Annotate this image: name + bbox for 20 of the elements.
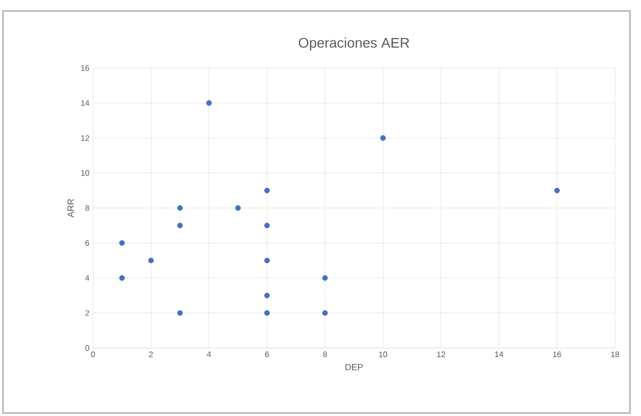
point xyxy=(264,188,270,194)
point xyxy=(554,188,560,194)
point xyxy=(119,275,125,281)
point xyxy=(264,222,270,228)
point xyxy=(264,310,270,316)
point xyxy=(177,310,183,316)
point xyxy=(119,240,125,246)
chart-title: Operaciones AER xyxy=(298,37,410,50)
point xyxy=(177,205,183,211)
x-axis-title: DEP xyxy=(346,364,363,370)
point xyxy=(380,135,386,141)
point xyxy=(322,275,328,281)
point xyxy=(206,100,212,106)
point xyxy=(264,258,270,264)
point xyxy=(177,222,183,228)
point xyxy=(235,205,241,211)
point xyxy=(264,292,270,298)
point xyxy=(148,258,154,264)
point xyxy=(322,310,328,316)
y-axis-title: ARR xyxy=(68,198,74,218)
